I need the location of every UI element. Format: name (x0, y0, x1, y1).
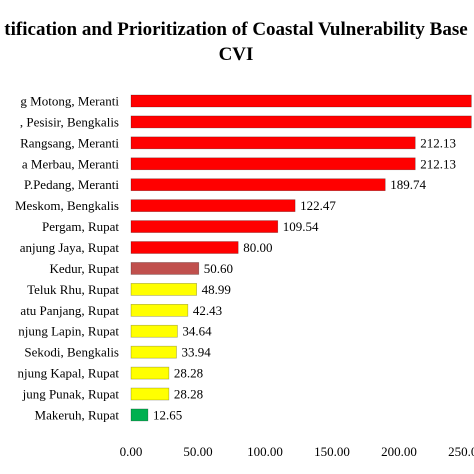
category-label: a Merbau, Meranti (22, 156, 119, 171)
category-label: Makeruh, Rupat (35, 407, 120, 422)
bar (130, 157, 416, 171)
bar (130, 408, 149, 422)
value-label: 28.28 (174, 387, 203, 402)
bar (130, 387, 170, 401)
category-label: jung Punak, Rupat (22, 387, 120, 402)
category-label: Sekodi, Bengkalis (24, 345, 119, 360)
value-label: 212.13 (420, 156, 456, 171)
bar (130, 262, 200, 275)
value-label: 122.47 (300, 198, 336, 213)
value-label: 212.13 (420, 135, 456, 150)
bar (130, 115, 472, 129)
x-axis-ticks: 0.00 50.00 100.00 150.00 200.00 250.00 (120, 444, 474, 459)
category-labels: g Motong, Meranti , Pesisir, Bengkalis Ran… (15, 94, 119, 423)
category-label: Pergam, Rupat (42, 219, 119, 234)
x-tick-label: 250.00 (448, 444, 474, 459)
bar (130, 345, 177, 359)
value-label: 34.64 (182, 324, 212, 339)
value-label: 33.94 (181, 345, 211, 360)
bar (130, 136, 416, 150)
category-label: njung Kapal, Rupat (18, 366, 120, 381)
value-label: 28.28 (174, 366, 203, 381)
value-label: 109.54 (283, 219, 319, 234)
bar (130, 178, 386, 192)
chart-title: tification and Prioritization of Coastal… (4, 19, 467, 40)
category-label: , Pesisir, Bengkalis (20, 114, 119, 129)
chart-title-line2: CVI (219, 44, 254, 65)
value-labels: 212.13 212.13 189.74 122.47 109.54 80.00 50.60… (153, 135, 456, 422)
category-label: Kedur, Rupat (49, 261, 119, 276)
category-label: atu Panjang, Rupat (20, 303, 119, 318)
bar (130, 366, 170, 380)
x-tick-label: 0.00 (120, 444, 143, 459)
category-label: Rangsang, Meranti (20, 135, 119, 150)
value-label: 42.43 (193, 303, 222, 318)
category-label: g Motong, Meranti (20, 94, 119, 109)
x-tick-label: 200.00 (381, 444, 417, 459)
bar (130, 241, 239, 254)
category-label: Meskom, Bengkalis (15, 198, 119, 213)
value-label: 50.60 (204, 261, 233, 276)
category-label: P.Pedang, Meranti (24, 177, 119, 192)
bar (130, 199, 296, 212)
value-label: 48.99 (202, 282, 231, 297)
x-tick-label: 100.00 (247, 444, 283, 459)
x-tick-label: 150.00 (314, 444, 350, 459)
value-label: 12.65 (153, 407, 182, 422)
bar (130, 324, 178, 338)
category-label: Teluk Rhu, Rupat (27, 282, 119, 297)
bar (130, 220, 279, 233)
bar (130, 94, 472, 108)
value-label: 80.00 (243, 240, 272, 255)
x-tick-label: 50.00 (183, 444, 212, 459)
category-label: anjung Jaya, Rupat (20, 240, 120, 255)
bar (130, 303, 189, 317)
value-label: 189.74 (390, 177, 426, 192)
category-label: njung Lapin, Rupat (18, 324, 119, 339)
bar (130, 283, 197, 296)
bars (130, 94, 472, 422)
